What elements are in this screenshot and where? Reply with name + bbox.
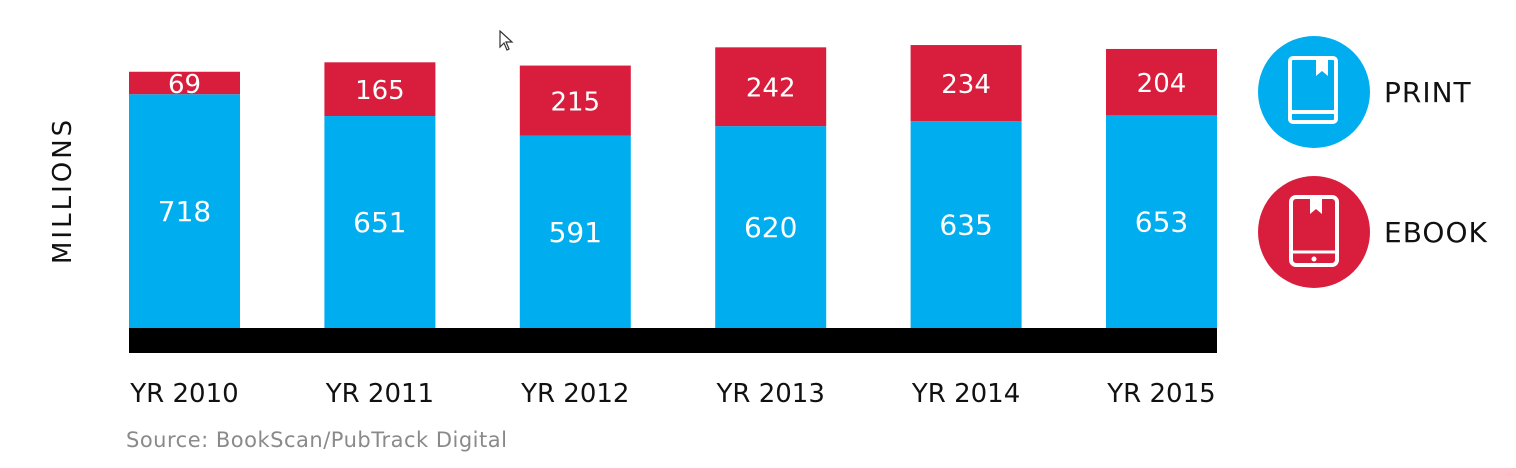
x-tick-label-5: YR 2014 bbox=[911, 379, 1020, 409]
bar-ebook-3 bbox=[519, 65, 631, 136]
bar-print-5 bbox=[910, 121, 1022, 328]
data-label-print-2: 651 bbox=[353, 206, 406, 239]
bar-ebook-2 bbox=[324, 62, 436, 117]
legend-swatch-ebook bbox=[1258, 176, 1370, 288]
bar-ebook-6 bbox=[1106, 48, 1217, 116]
x-tick-label-1: YR 2010 bbox=[129, 379, 238, 409]
x-axis-baseline bbox=[129, 328, 1217, 353]
tablet-icon bbox=[1289, 195, 1339, 267]
mouse-cursor-icon bbox=[499, 30, 514, 51]
x-tick-label-3: YR 2012 bbox=[520, 379, 629, 409]
x-tick-label-2: YR 2011 bbox=[325, 379, 434, 409]
legend-swatch-print bbox=[1258, 36, 1370, 148]
bar-print-6 bbox=[1106, 115, 1217, 328]
y-axis-label: MILLIONS bbox=[48, 116, 78, 264]
bar-print-2 bbox=[324, 116, 436, 329]
bar-print-1 bbox=[129, 94, 240, 328]
data-label-print-3: 591 bbox=[549, 216, 602, 249]
source-note: Source: BookScan/PubTrack Digital bbox=[126, 428, 508, 452]
bar-ebook-4 bbox=[715, 47, 827, 127]
data-label-ebook-1: 69 bbox=[168, 70, 201, 100]
data-label-print-6: 653 bbox=[1135, 206, 1188, 239]
legend-item-ebook: EBOOK bbox=[1258, 176, 1488, 288]
data-label-print-1: 718 bbox=[158, 195, 211, 228]
data-label-print-5: 635 bbox=[939, 209, 992, 242]
legend-item-print: PRINT bbox=[1258, 36, 1472, 148]
legend-label-print: PRINT bbox=[1384, 75, 1472, 109]
data-label-ebook-6: 204 bbox=[1137, 69, 1187, 99]
bar-print-3 bbox=[519, 135, 631, 328]
data-label-ebook-3: 215 bbox=[550, 88, 600, 118]
legend-label-ebook: EBOOK bbox=[1384, 215, 1488, 249]
x-tick-label-6: YR 2015 bbox=[1106, 379, 1215, 409]
bar-ebook-1 bbox=[129, 71, 240, 95]
data-label-ebook-2: 165 bbox=[355, 76, 405, 106]
bar-ebook-5 bbox=[910, 45, 1022, 122]
data-label-print-4: 620 bbox=[744, 211, 797, 244]
data-label-ebook-5: 234 bbox=[941, 70, 991, 100]
x-tick-label-4: YR 2013 bbox=[716, 379, 825, 409]
bar-print-4 bbox=[715, 126, 827, 329]
data-label-ebook-4: 242 bbox=[746, 74, 796, 104]
book-icon bbox=[1288, 56, 1338, 124]
